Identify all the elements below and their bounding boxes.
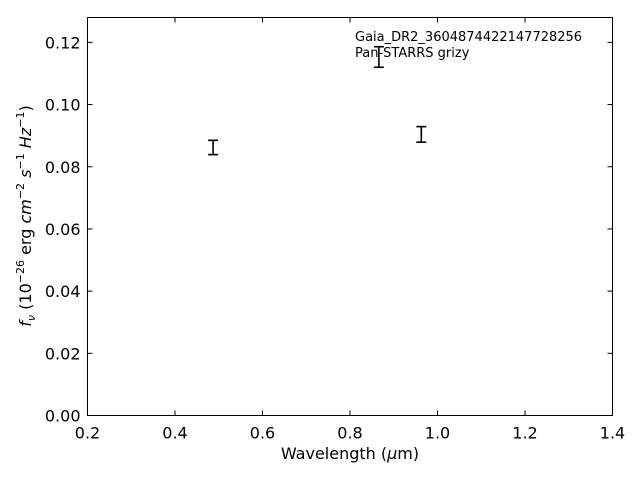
x-tick-label: 1.0 [425, 424, 450, 443]
y-tick-label: 0.04 [45, 282, 81, 301]
y-tick-label: 0.08 [45, 158, 81, 177]
y-tick-label: 0.02 [45, 344, 81, 363]
data-point [416, 125, 427, 143]
x-tick-label: 0.6 [250, 424, 275, 443]
y-tick-label: 0.06 [45, 220, 81, 239]
x-axis-label: Wavelength (μm) [281, 444, 419, 463]
y-tick-label: 0.12 [45, 33, 81, 52]
data-point [208, 139, 219, 156]
x-tick-label: 0.8 [337, 424, 362, 443]
x-tick-label: 0.2 [75, 424, 100, 443]
annotation-survey: Pan-STARRS grizy [355, 46, 470, 61]
x-tick-label: 0.4 [162, 424, 187, 443]
y-axis-label: fν (10−26 erg cm−2 s−1 Hz−1) [14, 105, 38, 326]
x-tick-label: 1.4 [600, 424, 625, 443]
y-tick-label: 0.00 [45, 407, 81, 426]
data-point [373, 45, 384, 69]
y-tick-labels: 0.00 0.02 0.04 0.06 0.08 0.10 0.12 [45, 33, 81, 425]
x-tick-label: 1.2 [512, 424, 537, 443]
data-points [208, 45, 427, 156]
x-tick-labels: 0.2 0.4 0.6 0.8 1.0 1.2 1.4 [75, 424, 625, 443]
y-tick-label: 0.10 [45, 96, 81, 115]
tick-marks [87, 17, 613, 416]
annotation-source-id: Gaia_DR2_3604874422147728256 [355, 30, 582, 45]
